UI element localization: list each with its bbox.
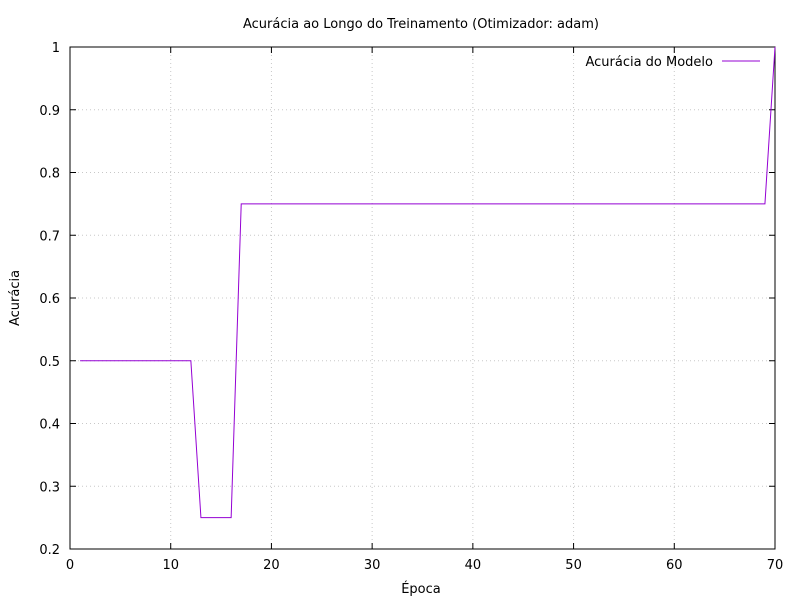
y-tick-label: 0.7 (39, 229, 60, 244)
x-tick-label: 40 (465, 558, 482, 573)
series-line-accuracy (80, 46, 776, 519)
y-tick-label: 0.4 (39, 418, 60, 433)
chart-title: Acurácia ao Longo do Treinamento (Otimiz… (243, 17, 599, 32)
x-tick-label: 70 (767, 558, 784, 573)
y-axis-label: Acurácia (8, 270, 23, 326)
y-tick-label: 0.9 (39, 104, 60, 119)
x-tick-label: 30 (364, 558, 381, 573)
x-axis-label: Época (401, 581, 441, 597)
y-tick-label: 0.8 (39, 167, 60, 182)
x-tick-label: 10 (162, 558, 179, 573)
legend: Acurácia do Modelo (585, 55, 760, 70)
x-tick-label: 20 (263, 558, 280, 573)
x-tick-label: 50 (565, 558, 582, 573)
y-tick-label: 0.3 (39, 480, 60, 495)
y-tick-label: 0.5 (39, 355, 60, 370)
x-tick-label: 60 (666, 558, 683, 573)
y-tick-label: 0.2 (39, 543, 60, 558)
axis-ticks: 0 10 20 30 40 50 60 70 0.2 0.3 0.4 0.5 0.6 0.7 0.8 0.9 1 (39, 41, 783, 573)
y-tick-label: 0.6 (39, 292, 60, 307)
series-lines (80, 46, 776, 519)
y-tick-label: 1 (52, 41, 60, 56)
legend-label: Acurácia do Modelo (585, 55, 713, 70)
x-tick-label: 0 (66, 558, 74, 573)
grid (70, 47, 775, 549)
